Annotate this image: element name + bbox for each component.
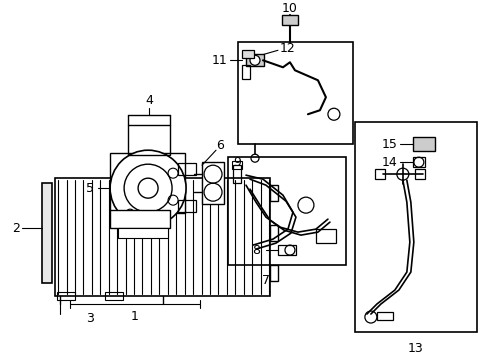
Bar [245,54,264,66]
Bar [412,137,434,151]
Bar [118,228,168,238]
Bar [282,15,297,25]
Bar [277,245,295,255]
Bar [110,153,184,213]
Text: 14: 14 [381,156,397,169]
Bar [269,185,277,201]
Bar [242,50,253,58]
Text: 15: 15 [381,138,397,151]
Text: 2: 2 [12,222,20,235]
Bar [412,157,424,167]
Circle shape [249,55,260,65]
Text: 11: 11 [212,54,227,67]
Bar [178,200,196,212]
Circle shape [110,150,185,226]
Bar [269,265,277,281]
Text: 3: 3 [86,311,94,324]
Text: 5: 5 [86,182,94,195]
Bar [414,169,424,179]
Bar [315,229,335,243]
Text: 4: 4 [145,94,153,107]
Text: 10: 10 [282,2,297,15]
Bar [242,65,249,79]
Bar [231,161,242,169]
Text: 8: 8 [251,244,260,257]
Bar [57,292,75,300]
Text: 9: 9 [233,156,241,169]
Bar [376,312,392,320]
Bar [227,157,345,265]
Bar [42,183,52,283]
Text: 13: 13 [407,342,423,355]
Bar [178,163,196,175]
Bar [374,169,384,179]
Text: 7: 7 [262,274,269,287]
Text: 6: 6 [216,139,224,152]
Bar [128,125,170,155]
Bar [110,210,170,228]
Bar [105,292,123,300]
Bar [55,178,269,296]
Text: 12: 12 [280,42,295,55]
Bar [233,165,241,183]
Bar [269,225,277,241]
Bar [354,122,476,332]
Bar [202,162,224,204]
Text: 1: 1 [131,310,139,323]
Bar [238,42,352,144]
